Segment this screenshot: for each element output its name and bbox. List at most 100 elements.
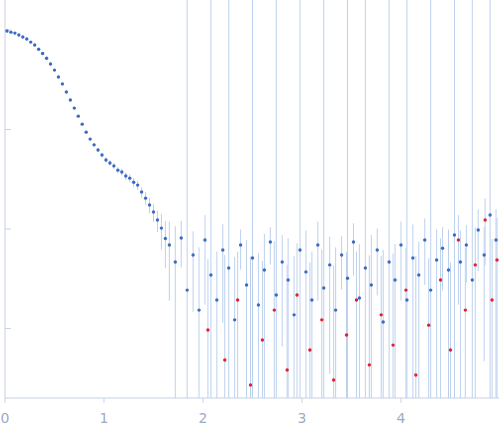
error-bar (359, 244, 360, 398)
data-point (21, 35, 24, 38)
data-point (132, 181, 135, 184)
error-bars (7, 0, 497, 398)
error-bar (294, 256, 295, 398)
data-point (108, 161, 111, 164)
error-bar (353, 223, 354, 275)
error-bar (262, 261, 263, 398)
x-tick (400, 398, 401, 403)
data-point (471, 278, 474, 281)
data-point (298, 248, 301, 251)
x-tick-label: 3 (298, 410, 307, 426)
data-point (417, 273, 420, 276)
data-point (239, 243, 242, 246)
data-point (100, 153, 103, 156)
error-bar (210, 0, 211, 398)
data-point (116, 168, 119, 171)
error-bar (264, 234, 265, 398)
data-point (411, 256, 414, 259)
error-bar (204, 215, 205, 304)
error-bar (475, 227, 476, 398)
data-point (245, 283, 248, 286)
error-bar (389, 0, 390, 398)
error-bar (258, 253, 259, 398)
y-tick (5, 328, 11, 329)
y-tick (5, 129, 11, 130)
x-tick-label: 2 (199, 410, 208, 426)
data-point (495, 258, 498, 261)
data-point (41, 52, 44, 55)
error-bar (356, 252, 357, 398)
error-bar (224, 255, 225, 398)
error-bar (228, 0, 229, 398)
error-bar (222, 224, 223, 323)
data-point (292, 313, 295, 316)
data-point (355, 298, 358, 301)
data-point (263, 268, 266, 271)
data-point (61, 82, 64, 85)
data-point (174, 260, 177, 263)
error-bar (405, 248, 406, 398)
data-point (96, 148, 99, 151)
data-point (227, 266, 230, 269)
error-bar (193, 231, 194, 311)
data-point (261, 338, 264, 341)
data-point (441, 247, 444, 250)
x-tick (5, 398, 6, 403)
error-bar (346, 252, 347, 398)
data-point (13, 31, 16, 34)
data-point (393, 278, 396, 281)
error-bar (497, 218, 498, 398)
data-point (206, 328, 209, 331)
data-point (435, 258, 438, 261)
data-point (368, 363, 371, 366)
data-point (152, 210, 155, 213)
data-point (65, 90, 68, 93)
data-point (414, 373, 417, 376)
data-point (387, 260, 390, 263)
data-point (429, 288, 432, 291)
data-point (221, 248, 224, 251)
data-point (376, 248, 379, 251)
data-point (391, 343, 394, 346)
error-bar (428, 258, 429, 398)
data-point (140, 190, 143, 193)
data-point (477, 228, 480, 231)
data-point (209, 273, 212, 276)
data-point (364, 266, 367, 269)
error-bar (418, 242, 419, 398)
error-bar (199, 247, 200, 398)
error-bar (454, 0, 455, 398)
data-point (148, 203, 151, 206)
error-bar (395, 244, 396, 398)
error-bar (347, 0, 348, 398)
error-bar (365, 0, 366, 398)
chart: 01234 (0, 0, 499, 437)
data-point (53, 68, 56, 71)
error-bar (276, 0, 277, 398)
data-point (345, 333, 348, 336)
data-point (490, 298, 493, 301)
data-point (124, 174, 127, 177)
data-point (197, 308, 200, 311)
data-point (203, 238, 206, 241)
error-bar (448, 230, 449, 398)
error-bar (161, 214, 162, 250)
error-bar (169, 221, 170, 300)
data-point (334, 308, 337, 311)
data-point (29, 40, 32, 43)
error-bar (329, 237, 330, 374)
data-point (399, 243, 402, 246)
data-point (273, 308, 276, 311)
error-bar (478, 209, 479, 271)
data-point (168, 243, 171, 246)
error-bar (460, 230, 461, 398)
error-bar (381, 256, 382, 398)
error-bar (466, 225, 467, 282)
error-bar (216, 252, 217, 398)
error-bar (288, 238, 289, 398)
data-point (483, 218, 486, 221)
data-point (249, 383, 252, 386)
data-point (494, 238, 497, 241)
error-bar (440, 238, 441, 398)
error-bar (282, 235, 283, 346)
